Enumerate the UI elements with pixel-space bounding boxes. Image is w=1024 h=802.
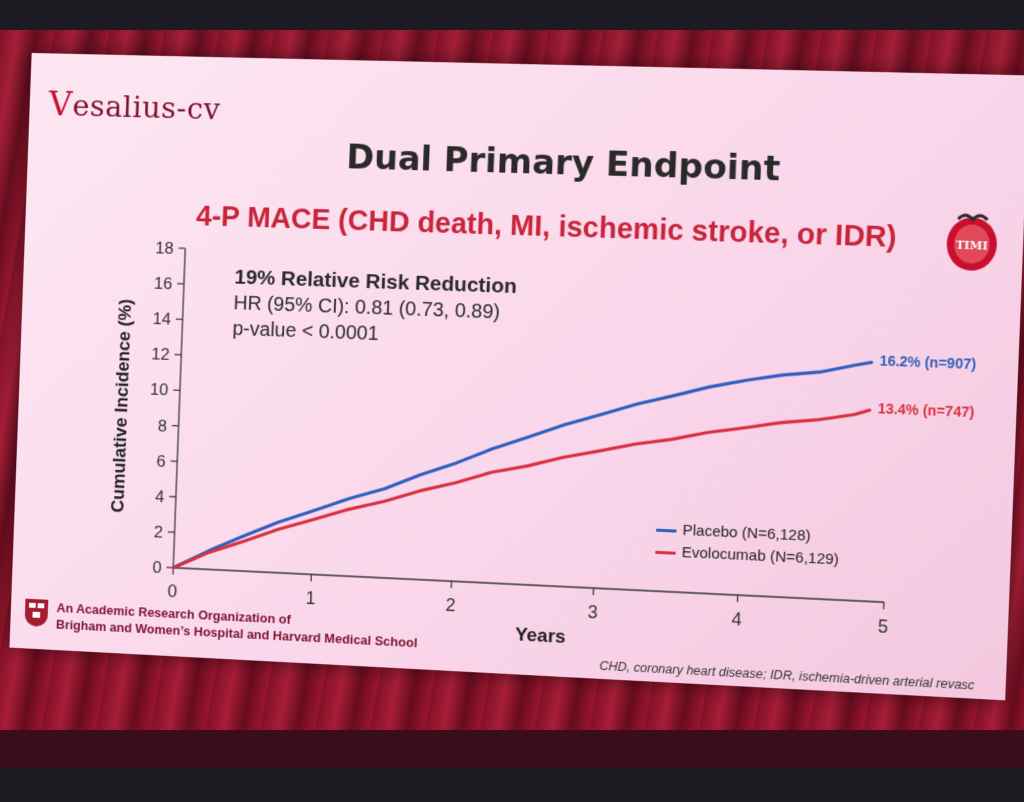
y-tick-label: 12 <box>151 345 170 365</box>
y-tick-label: 8 <box>158 416 168 435</box>
x-tick-label: 3 <box>587 602 598 623</box>
x-tick-label: 1 <box>305 588 316 609</box>
legend: Placebo (N=6,128) Evolocumab (N=6,129) <box>655 519 840 572</box>
y-axis-label: Cumulative Incidence (%) <box>108 299 135 513</box>
x-tick-label: 2 <box>445 595 456 616</box>
y-axis-line <box>173 248 185 567</box>
x-tick-label: 5 <box>877 616 888 637</box>
x-tick-label: 0 <box>167 581 178 601</box>
harvard-shield-icon <box>24 598 50 629</box>
series-line-evolocumab <box>173 383 869 601</box>
stats-box: 19% Relative Risk Reduction HR (95% CI):… <box>232 265 517 352</box>
x-axis-line <box>173 568 884 602</box>
y-tick-label: 2 <box>154 522 164 541</box>
y-tick-label: 14 <box>152 309 171 329</box>
legend-swatch-evolocumab <box>655 550 675 554</box>
y-tick-label: 16 <box>154 274 173 294</box>
y-tick-label: 10 <box>150 380 169 400</box>
y-tick-label: 6 <box>156 451 166 470</box>
x-axis-label: Years <box>515 623 566 647</box>
y-tick-label: 0 <box>152 558 162 577</box>
km-chart: 024681012141618012345YearsCumulative Inc… <box>9 53 1024 700</box>
x-tick-label: 4 <box>731 609 742 630</box>
y-tick-label: 4 <box>155 487 165 506</box>
legend-swatch-placebo <box>656 528 676 532</box>
y-tick-label: 18 <box>155 238 174 258</box>
slide: Vesalius-cv Dual Primary Endpoint 4-P MA… <box>9 53 1024 700</box>
